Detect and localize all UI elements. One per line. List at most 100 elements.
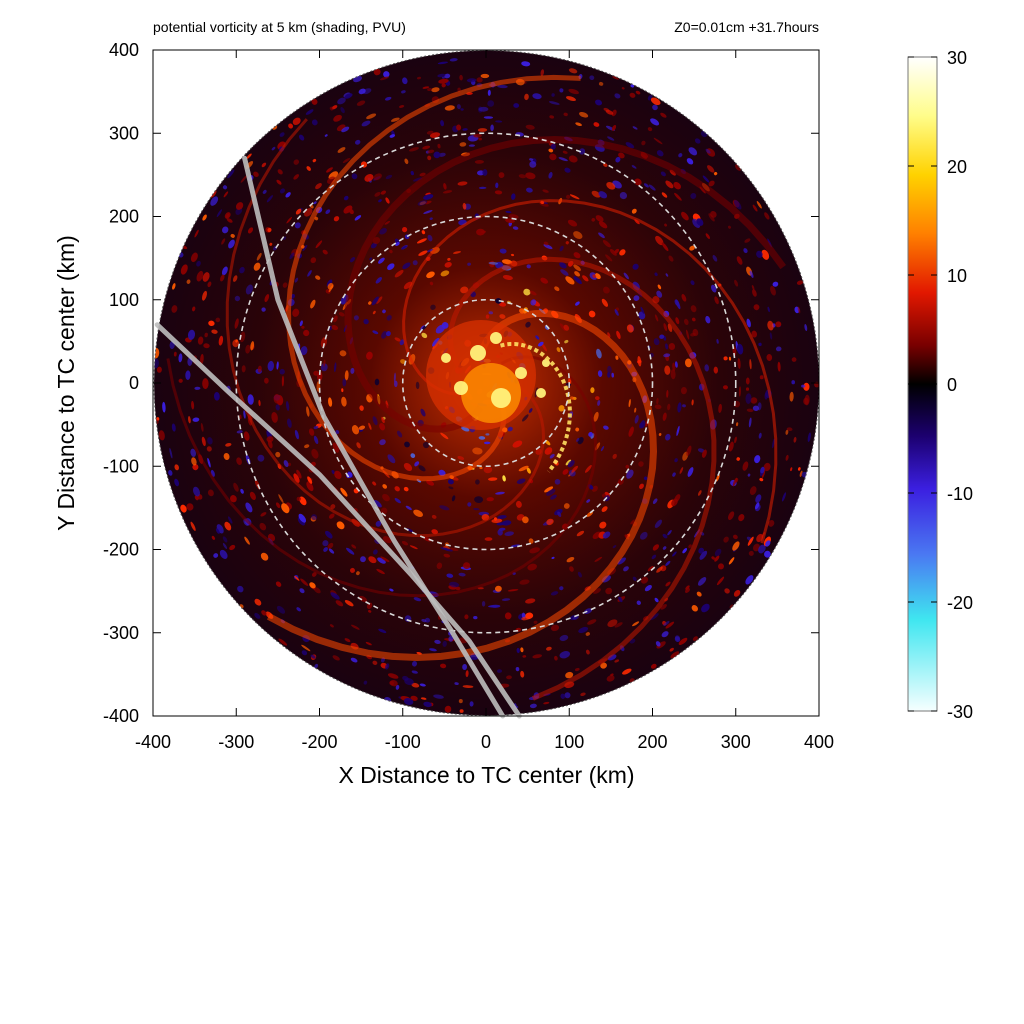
pv-cell [376,568,385,575]
pv-cell [253,171,259,177]
pv-cell [300,578,309,586]
pv-cell [366,602,373,610]
pv-cell [564,339,569,344]
pv-cell [480,230,486,234]
pv-cell [476,77,483,83]
pv-cell [579,112,589,118]
pv-cell [745,575,754,585]
pv-cell [296,607,302,612]
pv-cell [329,624,334,628]
pv-cell [440,547,450,551]
pv-cell [190,448,196,457]
pv-cell [705,233,710,239]
pv-cell [589,75,595,81]
pv-cell [758,544,766,554]
pv-cell [405,505,412,511]
pv-cell [578,626,589,634]
pv-core-maximum [470,345,486,361]
pv-cell [437,61,449,65]
pv-cell [382,536,392,544]
pv-cell [550,494,557,500]
pv-cell [310,299,316,309]
pv-cell [306,166,311,171]
pv-cell [681,211,689,221]
pv-cell [746,408,754,413]
pv-cell [478,137,482,141]
pv-cell [605,587,613,595]
pv-cell [526,467,531,474]
pv-cell [639,483,644,490]
pv-cell [434,639,441,644]
pv-cell [325,530,333,539]
pv-cell [594,556,603,562]
pv-cell [652,544,660,551]
pv-cell [704,364,710,372]
pv-cell [529,290,537,296]
pv-cell [220,274,225,282]
pv-cell [236,457,242,466]
pv-cell [674,361,678,368]
pv-cell [222,185,228,190]
pv-cell [567,460,575,468]
pv-cell [691,317,696,322]
pv-cell [311,514,318,521]
pv-cell [372,237,381,245]
pv-cell [603,163,608,167]
pv-cell [748,417,752,428]
pv-cell [681,294,687,302]
pv-cell [672,362,676,372]
pv-cell [197,336,204,345]
axis-ticks: -400 -300 -200 -100 0 100 200 300 400 400 300 200 10… [103,40,834,752]
pv-cell [785,454,789,461]
pv-cell [190,521,196,531]
pv-cell [640,306,645,314]
pv-cell [701,449,707,458]
pv-cell [354,215,362,221]
pv-cell [611,109,617,117]
pv-cell [501,259,513,265]
range-rings [235,132,737,634]
pv-cell [305,109,314,115]
pv-cell [457,456,465,460]
pv-cell [592,274,597,279]
pv-cell [333,315,338,323]
pv-cell [705,148,711,154]
pv-spiral-band [166,355,598,598]
pv-cell [529,703,537,709]
pv-cell [678,637,688,645]
pv-cell [188,416,191,424]
pv-cell [521,616,531,621]
pv-cell [644,584,652,592]
pv-cell [380,556,390,563]
pv-cell [749,270,754,278]
pv-cell [282,282,288,288]
pv-cell [244,536,250,545]
x-tick-label: 100 [554,732,584,752]
pv-cell [298,513,307,523]
pv-cell [465,670,469,678]
pv-core-maximum [536,388,546,398]
pv-cell [566,556,575,563]
pv-cell [235,202,244,210]
pv-cell [438,469,446,477]
pv-cell [236,430,243,434]
pv-cell [656,150,664,157]
pv-cell [634,415,639,424]
pv-cell [422,441,430,449]
pv-cell [761,470,766,479]
pv-cell [473,133,482,138]
pv-cell [418,465,426,472]
pv-cell [647,127,653,132]
pv-cell [568,88,579,95]
pv-cell [267,439,273,449]
pv-cell [502,275,513,280]
pv-cell [330,504,336,510]
pv-cell [491,518,503,524]
pv-cell [680,387,687,395]
pv-cell [690,280,695,286]
pv-cell [192,306,196,312]
pv-cell [712,255,718,262]
pv-cell [440,120,445,127]
y-tick-label: 0 [129,373,139,393]
pv-cell [210,196,219,206]
